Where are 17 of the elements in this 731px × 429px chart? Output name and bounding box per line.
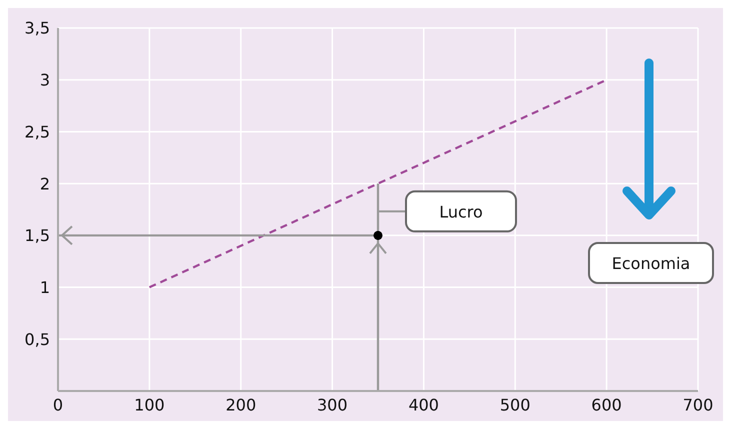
y-tick-label: 3,5 <box>24 18 50 38</box>
x-tick-label: 100 <box>134 395 165 414</box>
y-tick-label: 2 <box>40 174 50 194</box>
x-tick-label: 600 <box>591 395 622 414</box>
y-tick-label: 0,5 <box>24 330 50 349</box>
x-tick-label: 0 <box>52 395 64 414</box>
y-tick-label: 2,5 <box>24 122 50 142</box>
x-tick-label: 700 <box>682 395 714 414</box>
x-tick-label: 200 <box>226 395 256 414</box>
annotation: Economia <box>612 254 690 273</box>
annotation: Lucro <box>439 202 483 222</box>
x-tick-label: 500 <box>500 395 530 414</box>
x-tick-label: 300 <box>317 395 348 414</box>
y-tick-label: 1,5 <box>24 226 50 246</box>
x-tick-label: 400 <box>408 395 439 414</box>
y-tick-label: 1 <box>40 278 50 297</box>
y-tick-label: 3 <box>40 70 50 90</box>
